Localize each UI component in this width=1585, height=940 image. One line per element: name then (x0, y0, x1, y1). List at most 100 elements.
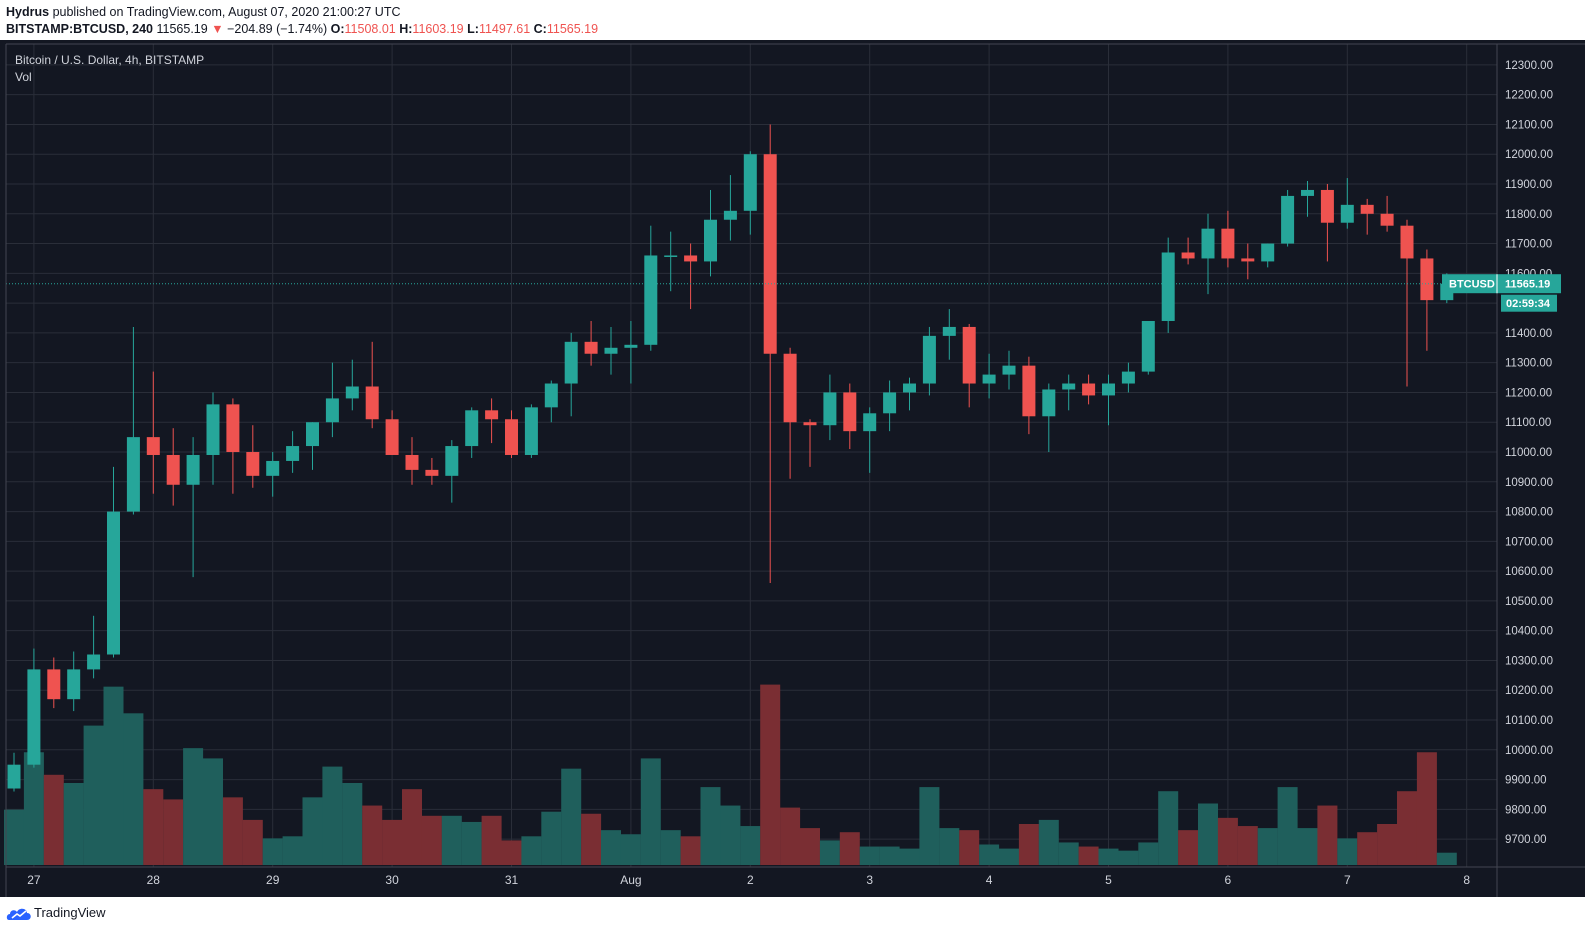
time-tick-label: 29 (266, 873, 280, 887)
price-tick-label: 10900.00 (1505, 477, 1553, 489)
volume-bar (1257, 828, 1278, 865)
candle-body (1121, 371, 1135, 384)
author-name[interactable]: Hydrus (6, 5, 50, 19)
symbol-price-tag-background (1442, 274, 1561, 294)
candle-body (365, 386, 379, 420)
volume-bars (4, 684, 1457, 865)
candle-body (922, 335, 936, 384)
candle-body (1062, 383, 1076, 390)
candle-body (803, 422, 817, 426)
volume-bar (1118, 850, 1139, 865)
volume-bar (1198, 803, 1218, 865)
candlesticks (7, 124, 1454, 792)
candle-body (664, 255, 678, 257)
price-tick-label: 11300.00 (1505, 358, 1552, 370)
publish-header: Hydrus published on TradingView.com, Aug… (0, 0, 1585, 40)
time-tick-label: 5 (1105, 873, 1112, 887)
symbol-tag-label: BTCUSD (1449, 279, 1495, 291)
candle-body (763, 154, 777, 354)
candle-body (564, 341, 578, 384)
volume-bar (700, 787, 721, 865)
candle-body (644, 255, 658, 345)
countdown-tag: 02:59:34 (1501, 294, 1557, 312)
candle-body (1002, 365, 1016, 375)
volume-bar (1178, 830, 1199, 865)
volume-bar (1058, 842, 1079, 865)
volume-bar (800, 828, 820, 865)
volume-bar (282, 836, 303, 865)
volume-bar (939, 828, 960, 865)
candle-body (286, 446, 300, 461)
candle-body (604, 347, 618, 354)
volume-bar (839, 832, 860, 865)
candle-body (704, 219, 717, 262)
volume-bar (262, 838, 283, 865)
candle-body (1221, 228, 1235, 259)
high-value: 11603.19 (412, 22, 464, 36)
chart-legend-title: Bitcoin / U.S. Dollar, 4h, BITSTAMP (15, 53, 204, 67)
volume-bar (421, 815, 442, 865)
candle-body (1241, 258, 1255, 262)
tradingview-logo-text[interactable]: TradingView (34, 905, 106, 920)
price-tick-label: 11100.00 (1505, 417, 1551, 429)
price-tick-label: 10000.00 (1505, 745, 1553, 757)
candle-body (206, 404, 220, 455)
volume-bar (4, 809, 24, 865)
volume-bar (1416, 752, 1437, 865)
candle-body (345, 386, 359, 399)
candle-body (723, 210, 737, 220)
candle-body (524, 407, 538, 455)
price-tick-label: 10200.00 (1505, 685, 1553, 697)
volume-bar (1018, 824, 1039, 865)
volume-bar (819, 840, 840, 865)
price-tick-label: 11700.00 (1505, 239, 1552, 251)
close-value: 11565.19 (546, 22, 599, 36)
price-tick-label: 10400.00 (1505, 626, 1553, 638)
open-value: 11508.01 (344, 22, 396, 36)
price-tick-label: 10700.00 (1505, 536, 1553, 548)
price-tick-label: 11900.00 (1505, 179, 1552, 191)
volume-bar (43, 774, 64, 865)
volume-bar (899, 848, 920, 865)
price-change: −204.89 (−1.74%) (227, 22, 328, 36)
volume-bar (143, 789, 164, 865)
candle-body (743, 154, 757, 211)
candle-body (1141, 320, 1155, 372)
candle-body (684, 255, 698, 262)
candle-body (1340, 204, 1354, 223)
price-axis[interactable]: 9700.00 9800.00 9900.00 10000.00 10100.00 102… (1505, 60, 1553, 846)
candle-body (405, 454, 419, 470)
price-tick-label: 11000.00 (1505, 447, 1552, 459)
volume-bar (501, 840, 522, 865)
symbol-label: BITSTAMP:BTCUSD, 240 (6, 22, 154, 36)
price-chart[interactable]: 9700.00 9800.00 9900.00 10000.00 10100.00 102… (0, 0, 1585, 897)
price-tick-label: 12300.00 (1505, 60, 1553, 72)
volume-bar (720, 805, 741, 865)
volume-bar (362, 805, 383, 865)
candle-body (1261, 243, 1275, 262)
tradingview-cloud-icon[interactable] (6, 905, 32, 921)
volume-bar (640, 758, 661, 865)
candle-body (485, 410, 499, 420)
time-tick-label: Aug (620, 873, 641, 887)
chart-overlay (5, 43, 1585, 897)
candle-body (883, 392, 897, 414)
volume-bar (481, 815, 502, 865)
candle-body (942, 326, 956, 336)
candle-body (325, 398, 339, 423)
time-axis[interactable]: 27 28 29 30 31 Aug 2 3 4 5 6 7 8 (27, 873, 1470, 887)
price-tick-label: 12100.00 (1505, 119, 1553, 131)
candle-body (584, 341, 598, 354)
candle-body (1301, 189, 1314, 196)
low-label: L: (467, 22, 479, 36)
volume-bar (660, 830, 681, 865)
price-tick-label: 10600.00 (1505, 566, 1553, 578)
volume-bar (740, 826, 761, 865)
volume-bar (979, 844, 1000, 865)
candle-body (226, 404, 240, 453)
volume-bar (382, 819, 403, 865)
volume-bar (959, 830, 980, 865)
time-tick-label: 2 (747, 873, 754, 887)
price-tag-value: 11565.19 (1505, 279, 1550, 291)
